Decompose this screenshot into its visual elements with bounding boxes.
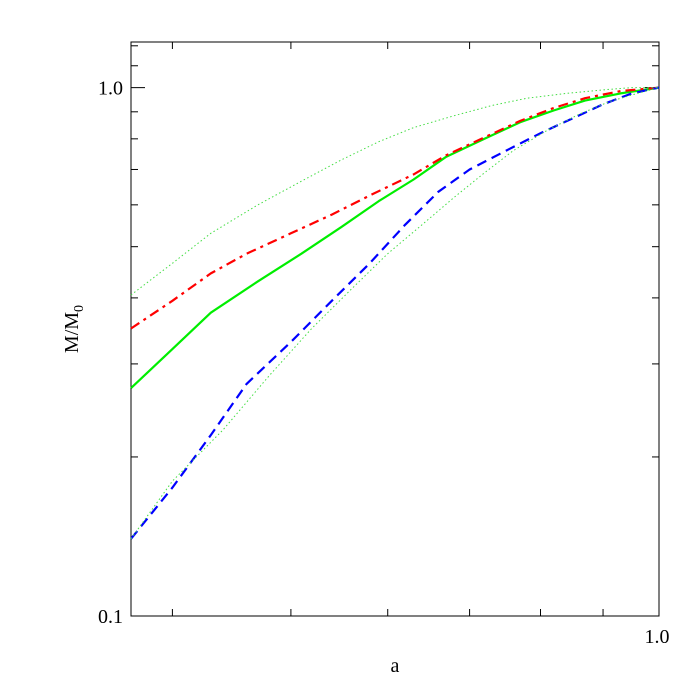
y-tick-label: 1.0	[98, 78, 123, 100]
tick-labels: 0.1 1.0 1.0	[98, 78, 670, 648]
y-tick-label: 0.1	[98, 606, 123, 628]
plot-frame	[130, 41, 660, 617]
y-axis-label: M/M0	[61, 305, 87, 353]
series-layer	[130, 86, 660, 540]
y-axis-label-subscript: 0	[72, 305, 87, 312]
y-axis-label-main: M/M	[61, 312, 83, 353]
axis-ticks	[131, 42, 660, 617]
series-line-dashed	[130, 86, 660, 540]
series-line-dashdot	[130, 86, 660, 330]
x-axis-label: a	[391, 655, 400, 677]
series-line-solid	[130, 86, 660, 389]
x-tick-label: 1.0	[645, 626, 670, 648]
